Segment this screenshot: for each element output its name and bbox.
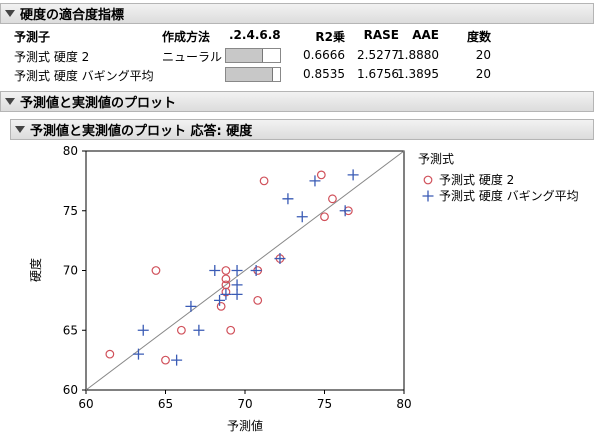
- section-title: 予測値と実測値のプロット: [20, 96, 177, 111]
- data-point-circle: [221, 266, 231, 275]
- section-title: 予測値と実測値のプロット 応答: 硬度: [30, 124, 253, 139]
- section-header-plot[interactable]: 予測値と実測値のプロット: [0, 91, 594, 112]
- column-header-scale: .2.4.6.8: [229, 28, 281, 42]
- data-point-plus: [220, 288, 232, 300]
- data-point-plus: [231, 265, 243, 276]
- table-cell-aae: 1.3895: [397, 67, 439, 81]
- data-point-circle: [316, 170, 326, 180]
- data-point-plus: [339, 205, 351, 217]
- data-point-circle: [216, 301, 226, 311]
- data-point-circle: [253, 295, 263, 305]
- data-point-circle: [221, 280, 231, 290]
- table-cell-freq: 20: [475, 67, 491, 81]
- x-tick-label: 65: [158, 397, 173, 411]
- legend-marker-plus: [422, 190, 434, 202]
- disclosure-triangle-icon[interactable]: [15, 126, 25, 133]
- disclosure-triangle-icon[interactable]: [5, 10, 15, 17]
- table-cell-aae: 1.8880: [397, 48, 439, 62]
- legend-title: 予測式: [418, 152, 454, 166]
- data-point-circle: [259, 176, 269, 186]
- data-point-circle: [320, 212, 329, 222]
- data-point-plus: [282, 193, 294, 205]
- table-cell-predictor: 予測式 硬度 バギング平均: [14, 69, 154, 83]
- data-point-plus: [137, 324, 149, 336]
- column-header-method: 作成方法: [162, 30, 211, 44]
- legend-item: 予測式 硬度 2: [423, 172, 514, 187]
- column-header-predictor: 予測子: [14, 30, 51, 44]
- r2-bar: [225, 48, 281, 63]
- disclosure-triangle-icon[interactable]: [5, 98, 15, 105]
- x-tick-label: 60: [78, 397, 93, 411]
- section-header-plot-response[interactable]: 予測値と実測値のプロット 応答: 硬度: [10, 119, 594, 140]
- legend-label: 予測式 硬度 バギング平均: [439, 188, 579, 203]
- data-point-plus: [296, 211, 308, 223]
- y-tick-label: 65: [63, 323, 78, 337]
- data-point-circle: [221, 274, 231, 284]
- y-tick-label: 75: [63, 204, 78, 218]
- x-tick-label: 75: [317, 397, 332, 411]
- data-point-circle: [226, 325, 236, 335]
- section-title: 硬度の適合度指標: [20, 8, 125, 23]
- data-point-circle: [151, 266, 161, 275]
- table-cell-rase: 2.5277: [357, 48, 399, 62]
- legend-marker-circle: [423, 175, 433, 185]
- legend-label: 予測式 硬度 2: [439, 172, 514, 187]
- data-point-plus: [347, 169, 359, 181]
- data-point-plus: [309, 175, 321, 187]
- table-cell-predictor: 予測式 硬度 2: [14, 50, 90, 64]
- column-header-rase: RASE: [363, 28, 399, 42]
- actual-vs-predicted-chart: 60 65 70 75 80 60 65 70 75 80 予測値 硬度 予測式 予測式 硬度 …: [28, 144, 579, 433]
- column-header-aae: AAE: [412, 28, 439, 42]
- table-cell-method: ニューラル: [162, 50, 223, 64]
- data-point-plus: [132, 348, 144, 360]
- section-header-fit-stats[interactable]: 硬度の適合度指標: [0, 3, 594, 24]
- y-axis-label: 硬度: [28, 258, 43, 282]
- table-cell-r2: 0.6666: [303, 48, 345, 62]
- x-tick-label: 80: [396, 397, 411, 411]
- data-point-plus: [231, 279, 243, 291]
- data-point-plus: [209, 265, 221, 276]
- column-header-freq: 度数: [466, 30, 491, 44]
- r2-bar-fill: [226, 49, 263, 62]
- data-point-plus: [250, 265, 262, 276]
- x-axis-label: 予測値: [227, 418, 263, 433]
- table-cell-freq: 20: [475, 48, 491, 62]
- y-tick-label: 60: [63, 383, 78, 397]
- table-cell-r2: 0.8535: [303, 67, 345, 81]
- table-cell-rase: 1.6756: [357, 67, 399, 81]
- data-point-plus: [274, 253, 286, 265]
- data-point-circle: [328, 194, 337, 204]
- y-tick-label: 70: [63, 264, 78, 278]
- data-point-plus: [185, 300, 197, 312]
- data-point-plus: [231, 288, 243, 300]
- r2-bar: [225, 67, 281, 82]
- data-point-circle: [161, 355, 170, 365]
- data-point-plus: [171, 354, 183, 366]
- legend-item: 予測式 硬度 バギング平均: [422, 188, 579, 203]
- x-tick-label: 70: [237, 397, 252, 411]
- r2-bar-fill: [226, 68, 274, 81]
- data-point-plus: [214, 294, 226, 306]
- column-header-r2: R2乗: [315, 30, 345, 44]
- data-point-plus: [193, 324, 205, 336]
- data-point-circle: [105, 349, 115, 359]
- data-point-circle: [176, 325, 186, 335]
- y-tick-label: 80: [63, 144, 78, 158]
